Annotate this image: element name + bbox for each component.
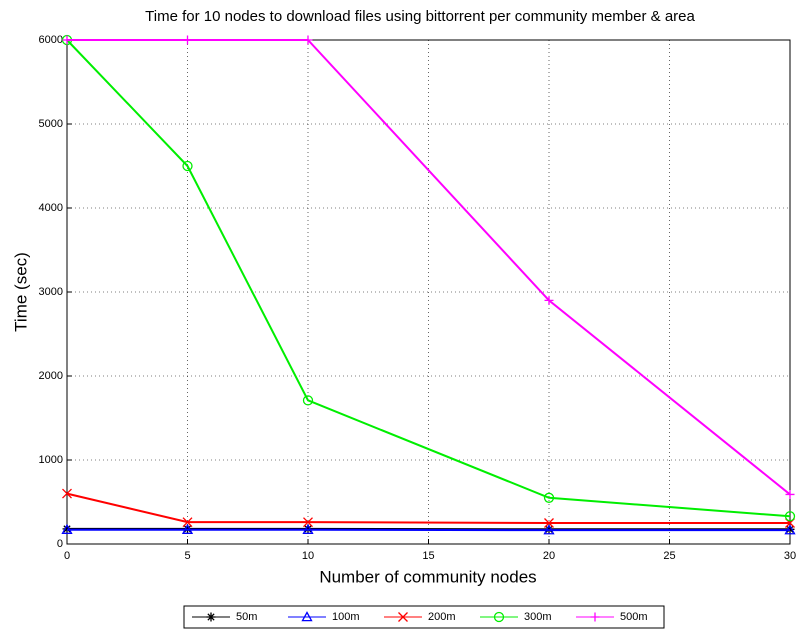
legend-marker (206, 612, 216, 622)
y-tick-label: 5000 (39, 118, 63, 130)
y-tick-label: 6000 (39, 34, 63, 46)
x-tick-label: 25 (663, 550, 675, 562)
legend-label: 100m (332, 611, 360, 623)
marker (302, 395, 314, 406)
legend: 50m 100m 200m 300m 500m (183, 605, 665, 629)
y-axis-title: Time (sec) (11, 252, 30, 332)
marker (544, 518, 554, 528)
legend-label: 500m (620, 611, 648, 623)
legend-marker (398, 612, 408, 622)
marker (543, 492, 555, 503)
marker (784, 511, 796, 522)
x-tick-label: 5 (184, 550, 190, 562)
y-tick-label: 4000 (39, 202, 63, 214)
marker (302, 523, 314, 534)
y-tick-label: 1000 (39, 454, 63, 466)
marker (543, 524, 555, 535)
marker (785, 489, 795, 499)
legend-label: 200m (428, 611, 456, 623)
chart-title: Time for 10 nodes to download files usin… (145, 8, 695, 25)
legend-marker (301, 611, 313, 622)
marker (183, 35, 192, 45)
marker (61, 523, 73, 534)
y-tick-label: 0 (57, 538, 63, 550)
legend-label: 50m (236, 611, 257, 623)
legend-marker (590, 612, 600, 622)
marker (303, 35, 313, 45)
marker (784, 524, 796, 535)
legend-box (183, 605, 665, 629)
x-tick-label: 10 (302, 550, 314, 562)
x-tick-label: 30 (784, 550, 796, 562)
marker (62, 35, 72, 45)
marker (544, 295, 554, 305)
marker (62, 488, 72, 499)
x-axis-title: Number of community nodes (319, 567, 536, 586)
x-tick-label: 0 (64, 550, 70, 562)
x-tick-label: 20 (543, 550, 555, 562)
marker (182, 517, 193, 528)
marker (181, 523, 194, 534)
series-line (66, 39, 791, 518)
legend-marker (493, 611, 505, 623)
y-tick-label: 3000 (39, 286, 63, 298)
legend-label: 300m (524, 611, 552, 623)
marker (303, 517, 313, 528)
x-tick-label: 15 (422, 550, 434, 562)
marker (182, 160, 193, 172)
y-tick-label: 2000 (39, 370, 63, 382)
plot-frame (66, 39, 791, 545)
